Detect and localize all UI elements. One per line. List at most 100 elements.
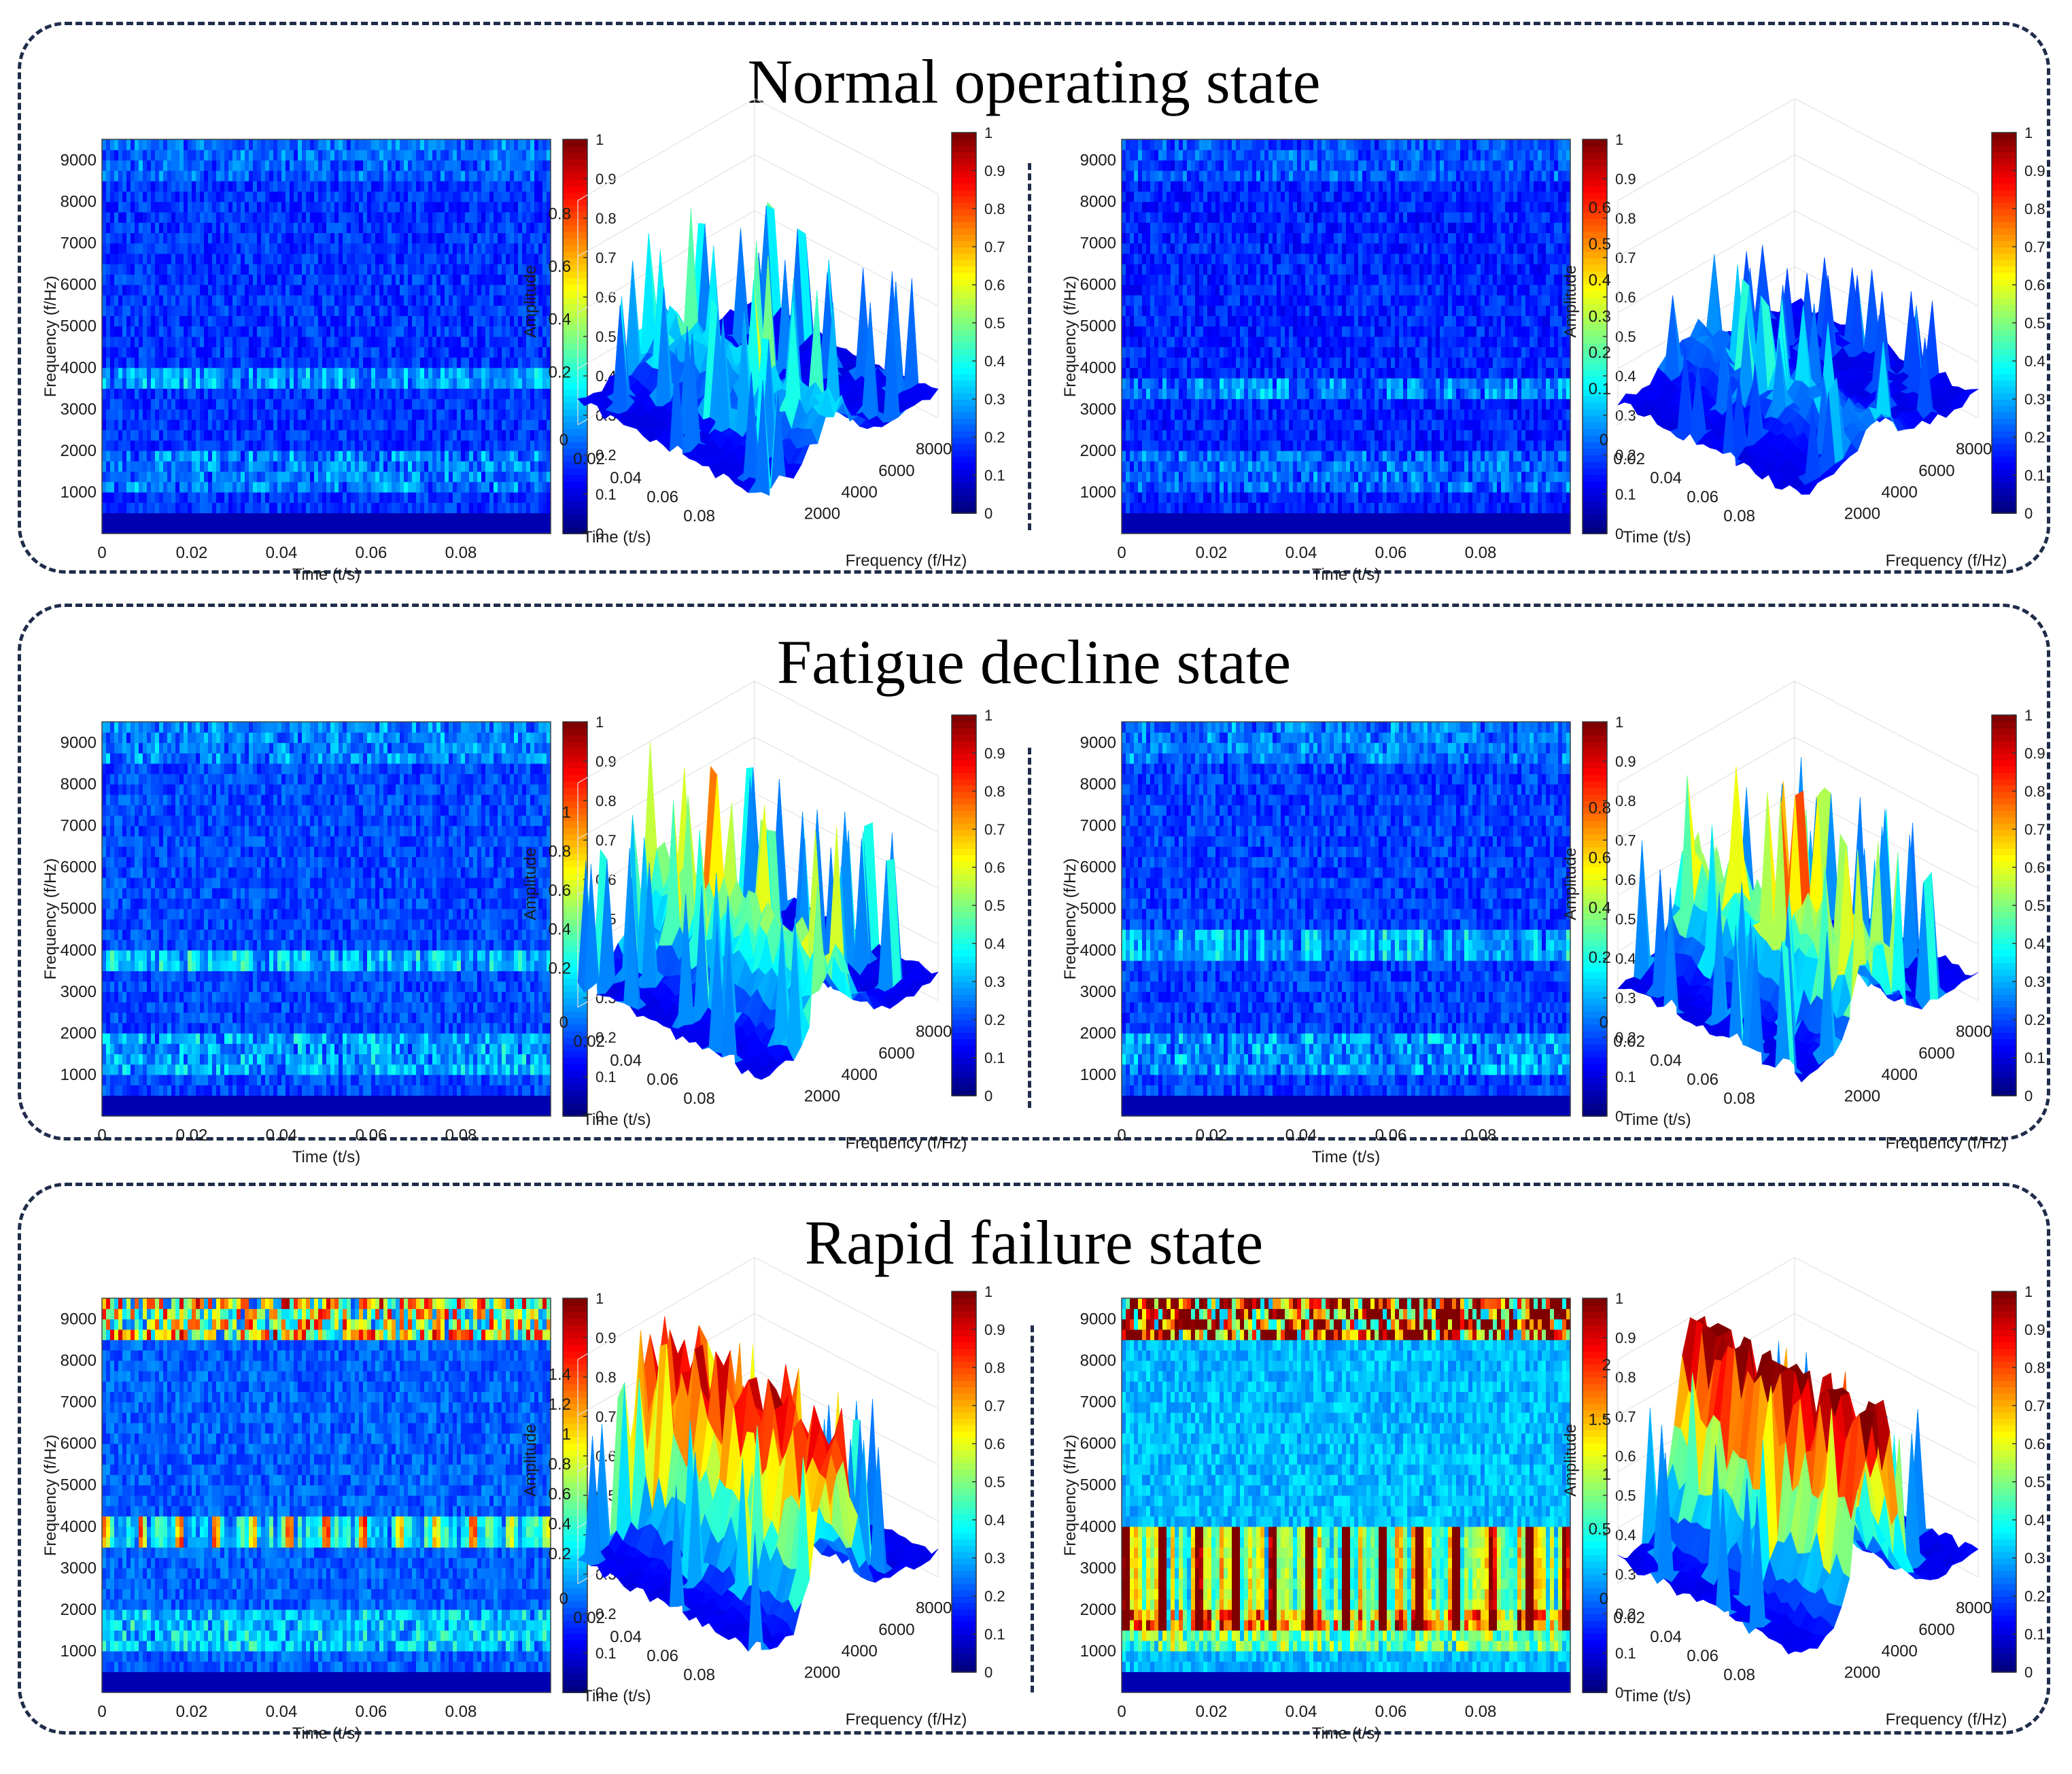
frequency-axis-label: Frequency (f/Hz) [1886, 552, 2007, 570]
colorbar-tick-label: 1 [984, 1283, 992, 1300]
colorbar-tick-label: 0.3 [2024, 973, 2045, 990]
surface-mesh [578, 203, 938, 495]
y-tick-label: 1000 [1080, 1642, 1116, 1660]
colorbar-tick-label: 0.2 [2024, 1588, 2045, 1605]
x-tick-label: 0 [1117, 1126, 1126, 1145]
colorbar-tick-label: 0.7 [984, 239, 1005, 256]
colorbar-tick-label: 0.8 [2024, 1359, 2045, 1376]
colorbar-tick-label: 0.1 [984, 467, 1005, 484]
colorbar-tick-label: 1 [2024, 707, 2033, 724]
z-tick-label: 0.2 [549, 960, 571, 978]
y-tick-label: 9000 [61, 734, 97, 752]
colorbar-tick-label: 0.5 [2024, 897, 2045, 914]
frequency-tick-label: 8000 [916, 440, 952, 459]
frequency-tick-label: 2000 [1844, 1087, 1880, 1105]
z-tick-label: 0.6 [549, 258, 571, 276]
frequency-tick-label: 2000 [1844, 504, 1880, 523]
y-tick-label: 4000 [1080, 941, 1116, 960]
x-tick-label: 0.06 [1375, 1703, 1407, 1721]
y-tick-label: 8000 [1080, 193, 1116, 211]
colorbar: 00.10.20.30.40.50.60.70.80.91 [1992, 124, 2045, 522]
time-tick-label: 0.06 [1687, 488, 1719, 506]
frequency-tick-label: 6000 [878, 1620, 914, 1639]
x-axis-label: Time (t/s) [1312, 1148, 1380, 1166]
colorbar-tick-label: 0.7 [2024, 1397, 2045, 1414]
frequency-tick-label: 8000 [916, 1023, 952, 1041]
colorbar-tick-label: 0.2 [2024, 429, 2045, 446]
time-tick-label: 0.08 [1723, 507, 1755, 525]
time-tick-label: 0.08 [683, 1666, 715, 1684]
y-tick-label: 1000 [61, 1642, 97, 1660]
frequency-tick-label: 2000 [1844, 1663, 1880, 1682]
y-tick-label: 2000 [1080, 442, 1116, 460]
y-tick-label: 5000 [61, 317, 97, 336]
y-tick-label: 4000 [1080, 1518, 1116, 1536]
colorbar-tick-label: 0.6 [984, 277, 1005, 294]
time-tick-label: 0 [1600, 1013, 1608, 1032]
z-tick-label: 0.2 [549, 1545, 571, 1563]
y-tick-label: 3000 [1080, 400, 1116, 419]
y-axis-label: Frequency (f/Hz) [41, 858, 60, 980]
y-tick-label: 8000 [61, 776, 97, 794]
x-axis-label: Time (t/s) [292, 566, 360, 584]
y-tick-label: 3000 [1080, 1559, 1116, 1578]
y-tick-label: 3000 [61, 983, 97, 1001]
colorbar-tick-label: 0.8 [984, 201, 1005, 218]
colorbar-tick-label: 0.2 [984, 1588, 1005, 1605]
y-tick-label: 9000 [61, 152, 97, 170]
y-tick-label: 5000 [1080, 317, 1116, 336]
surface-3d-chart: 0.10.20.30.40.50.6Amplitude00.020.040.06… [1557, 139, 2046, 615]
frequency-axis-label: Frequency (f/Hz) [1886, 1134, 2007, 1153]
colorbar-tick-label: 0.9 [984, 162, 1005, 179]
y-tick-label: 1000 [61, 483, 97, 502]
x-tick-label: 0.04 [1285, 1126, 1317, 1145]
colorbar-tick-label: 0.4 [984, 1512, 1005, 1529]
y-axis-label: Frequency (f/Hz) [1061, 276, 1080, 398]
frequency-tick-label: 8000 [1956, 1023, 1992, 1041]
y-tick-label: 4000 [61, 941, 97, 960]
z-tick-label: 0.5 [1589, 1520, 1611, 1539]
x-tick-label: 0 [97, 1126, 106, 1145]
y-tick-label: 7000 [1080, 1393, 1116, 1412]
z-tick-label: 1 [562, 1425, 571, 1444]
y-tick-label: 3000 [61, 400, 97, 419]
x-tick-label: 0.02 [176, 1703, 208, 1721]
z-tick-label: 1 [1602, 1465, 1611, 1484]
colorbar-tick-label: 0.7 [2024, 239, 2045, 256]
x-tick-label: 0.08 [1465, 1126, 1497, 1145]
time-tick-label: 0.06 [646, 1071, 678, 1089]
frequency-tick-label: 4000 [1881, 1642, 1917, 1660]
frequency-tick-label: 4000 [1881, 483, 1917, 502]
z-axis-label: Amplitude [521, 1424, 540, 1497]
colorbar-tick-label: 1 [2024, 124, 2033, 141]
time-tick-label: 0.02 [573, 1032, 605, 1051]
colorbar-tick-label: 0.5 [984, 315, 1005, 332]
colorbar-tick-label: 0.5 [984, 897, 1005, 914]
y-tick-label: 9000 [1080, 1310, 1116, 1329]
frequency-tick-label: 6000 [1918, 462, 1954, 480]
frequency-tick-label: 8000 [1956, 1599, 1992, 1618]
time-tick-label: 0 [559, 1013, 568, 1032]
frequency-tick-label: 2000 [804, 1087, 840, 1105]
y-tick-label: 5000 [61, 900, 97, 918]
time-axis-label: Time (t/s) [583, 1687, 651, 1705]
time-tick-label: 0.02 [1613, 450, 1645, 468]
z-tick-label: 0.4 [1589, 271, 1611, 290]
colorbar-tick-label: 0.9 [984, 745, 1005, 762]
time-tick-label: 0.02 [1613, 1032, 1645, 1051]
colorbar-tick-label: 0.1 [2024, 1049, 2045, 1066]
z-tick-label: 0.6 [549, 1485, 571, 1503]
panel-divider [1028, 748, 1031, 1108]
y-tick-label: 3000 [1080, 983, 1116, 1001]
y-tick-label: 6000 [1080, 276, 1116, 294]
panel-divider [1031, 1325, 1034, 1692]
x-tick-label: 0.02 [1196, 544, 1228, 562]
frequency-tick-label: 2000 [804, 1663, 840, 1682]
z-tick-label: 0.4 [549, 1515, 571, 1533]
colorbar-tick-label: 0 [984, 505, 992, 522]
time-tick-label: 0.02 [573, 450, 605, 468]
time-tick-label: 0.06 [1687, 1647, 1719, 1665]
y-tick-label: 6000 [61, 276, 97, 294]
